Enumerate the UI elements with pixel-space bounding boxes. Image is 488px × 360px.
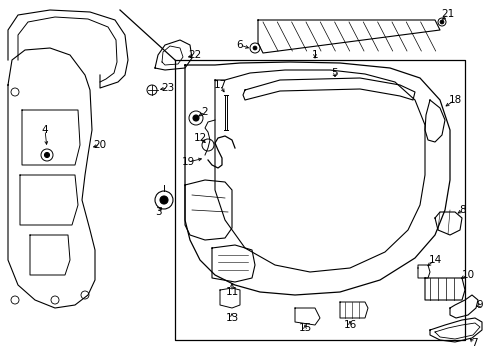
Text: 5: 5	[331, 68, 338, 78]
Text: 15: 15	[298, 323, 311, 333]
Text: 20: 20	[93, 140, 106, 150]
Text: 17: 17	[213, 80, 226, 90]
Text: 13: 13	[225, 313, 238, 323]
Text: 22: 22	[188, 50, 201, 60]
Text: 21: 21	[441, 9, 454, 19]
Circle shape	[44, 153, 49, 158]
Text: 10: 10	[461, 270, 473, 280]
Text: 6: 6	[236, 40, 243, 50]
Circle shape	[439, 20, 443, 24]
Text: 19: 19	[181, 157, 194, 167]
Text: 8: 8	[459, 205, 466, 215]
Circle shape	[160, 196, 168, 204]
Text: 16: 16	[343, 320, 356, 330]
Circle shape	[252, 46, 257, 50]
Text: 3: 3	[154, 207, 161, 217]
Text: 14: 14	[427, 255, 441, 265]
Text: 7: 7	[470, 338, 476, 348]
Text: 4: 4	[41, 125, 48, 135]
Text: 2: 2	[201, 107, 208, 117]
Text: 18: 18	[447, 95, 461, 105]
Text: 23: 23	[161, 83, 174, 93]
Text: 1: 1	[311, 50, 318, 60]
Text: 11: 11	[225, 287, 238, 297]
Text: 9: 9	[476, 300, 482, 310]
Circle shape	[193, 115, 199, 121]
Text: 12: 12	[193, 133, 206, 143]
